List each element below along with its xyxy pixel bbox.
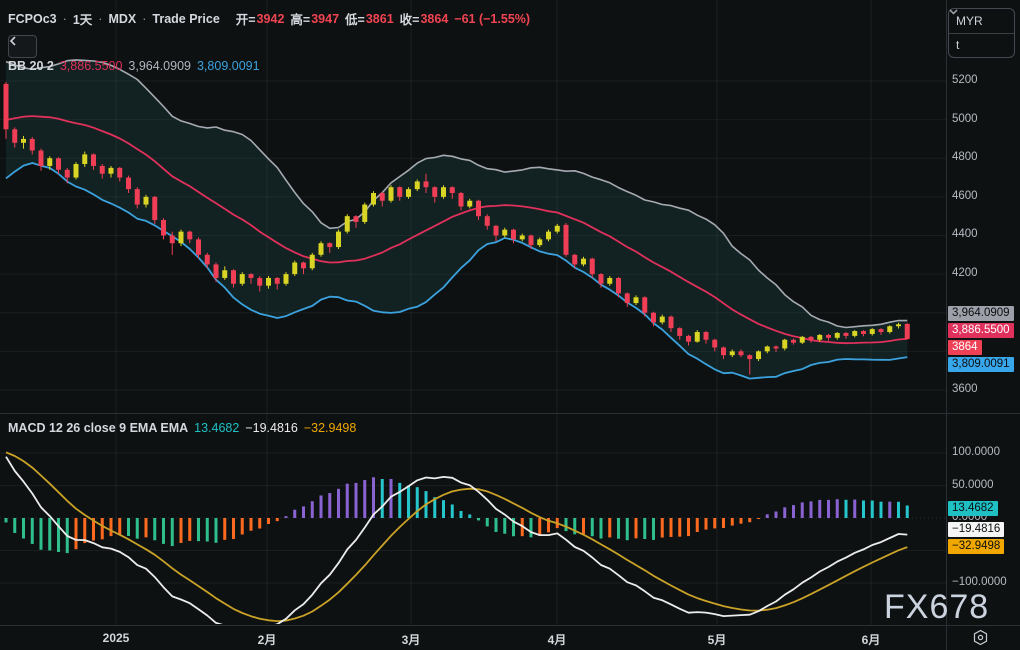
price-tick: 4400: [952, 228, 978, 241]
price-tick: 3600: [952, 382, 978, 395]
interval[interactable]: 1天: [72, 13, 93, 27]
bollinger-fill: [6, 59, 908, 379]
macd-badge: 13.4682: [948, 501, 998, 516]
macd-badge: −19.4816: [948, 522, 1005, 537]
separator: ·: [98, 11, 103, 26]
price-tick: 4800: [952, 151, 978, 164]
macd-hist-value: 13.4682: [194, 421, 240, 435]
price-type: Trade Price: [152, 11, 220, 26]
macd-pane: [4, 451, 909, 624]
price-badge: 3864: [948, 340, 982, 355]
bb-legend[interactable]: BB 20 2 3,886.5500 3,964.0909 3,809.0091: [8, 59, 260, 73]
time-label: 2025: [102, 631, 130, 645]
close-value: 3864: [420, 11, 449, 26]
price-tick: 4200: [952, 267, 978, 280]
currency-label: MYR: [956, 13, 983, 28]
time-label: 4月: [547, 633, 567, 647]
macd-badge: −32.9498: [948, 539, 1005, 554]
macd-legend[interactable]: MACD 12 26 close 9 EMA EMA 13.4682 −19.4…: [8, 421, 356, 435]
price-badge: 3,886.5500: [948, 323, 1014, 338]
price-badge: 3,964.0909: [948, 306, 1014, 321]
time-label: 2月: [257, 633, 277, 647]
bb-name[interactable]: BB 20 2: [8, 59, 54, 73]
scale-settings-box: MYR t: [948, 8, 1015, 58]
macd-signal-value: −32.9498: [303, 421, 357, 435]
gridlines: [0, 0, 946, 625]
bollinger-upper-line: [5, 59, 908, 329]
macd-line: [5, 456, 908, 624]
currency-select[interactable]: MYR: [949, 9, 1014, 33]
macd-name[interactable]: MACD 12 26 close 9 EMA EMA: [8, 421, 189, 435]
price-tick: 4600: [952, 189, 978, 202]
separator: ·: [62, 11, 67, 26]
bb-upper-value: 3,964.0909: [128, 59, 191, 73]
time-label: 6月: [861, 633, 881, 647]
open-label: 开=: [235, 13, 256, 27]
price-tick: 5200: [952, 74, 978, 86]
price-axis-divider[interactable]: [946, 0, 947, 650]
price-badge: 3,809.0091: [948, 357, 1014, 372]
macd-tick: −100.0000: [952, 576, 1007, 588]
high-value: 3947: [311, 11, 340, 26]
watermark: FX678: [884, 588, 990, 626]
back-button[interactable]: [8, 35, 37, 58]
macd-tick: 100.0000: [952, 446, 1000, 458]
bb-basis-value: 3,886.5500: [59, 59, 123, 73]
gear-icon: [973, 629, 988, 646]
bollinger-lower-line: [5, 162, 908, 380]
bollinger-basis-line: [5, 115, 908, 345]
macd-signal-line: [5, 451, 908, 622]
time-axis-divider: [0, 625, 1020, 626]
unit-label: t: [956, 38, 960, 53]
separator: ·: [142, 11, 147, 26]
symbol-legend[interactable]: FCPOc3 · 1天 · MDX · Trade Price 开= 3942 …: [8, 9, 530, 28]
macd-tick: 50.0000: [952, 478, 994, 491]
low-value: 3861: [365, 11, 394, 26]
macd-histogram: [4, 477, 909, 554]
symbol-name[interactable]: FCPOc3: [8, 11, 57, 26]
open-value: 3942: [256, 11, 285, 26]
high-label: 高=: [290, 13, 311, 27]
macd-line-value: −19.4816: [245, 421, 298, 435]
price-pane: [3, 59, 910, 380]
time-label: 5月: [707, 633, 727, 647]
bb-lower-value: 3,809.0091: [196, 59, 260, 73]
pane-divider[interactable]: [0, 413, 1020, 414]
candles-group: [3, 81, 910, 375]
price-tick: 5000: [952, 112, 978, 125]
chevron-left-icon: [9, 36, 16, 46]
exchange: MDX: [108, 11, 137, 26]
unit-select[interactable]: t: [949, 9, 1014, 58]
low-label: 低=: [345, 13, 365, 27]
change-value: −61 (−1.55%): [454, 11, 531, 26]
time-label: 3月: [401, 633, 421, 647]
chevron-down-icon: [949, 9, 958, 15]
close-label: 收=: [399, 13, 420, 27]
